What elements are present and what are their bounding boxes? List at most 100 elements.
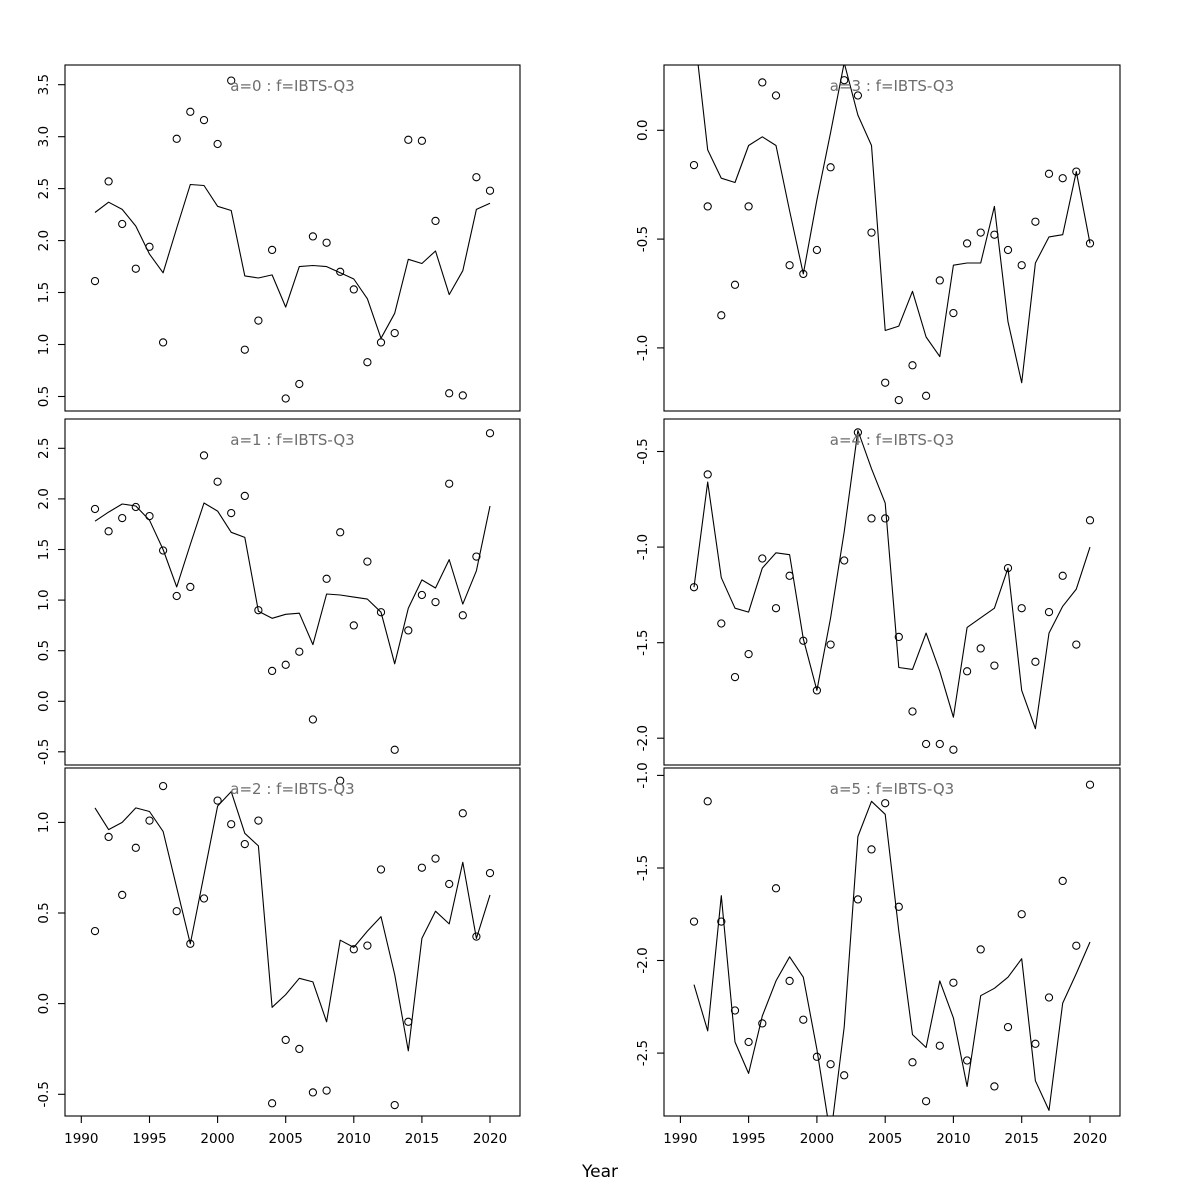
data-point	[254, 316, 263, 325]
panel-a1: -0.5 0.0 0.5 1.0 1.5 2.0 2.5 a=1 : f=IBTS-Q3	[36, 418, 521, 766]
data-point	[227, 76, 236, 85]
y-tick-label: 0.5	[36, 640, 52, 661]
data-point	[785, 571, 794, 580]
data-point	[1017, 604, 1026, 613]
y-tick-label: 2.0	[36, 230, 52, 251]
data-point	[363, 358, 372, 367]
data-point	[145, 242, 154, 251]
panel-border-a5	[663, 767, 1121, 1117]
observations-a2	[90, 776, 495, 1110]
data-point	[1058, 571, 1067, 580]
y-tick-label: -0.5	[635, 226, 651, 252]
data-point	[458, 391, 467, 400]
data-point	[935, 739, 944, 749]
data-point	[417, 136, 427, 145]
y-tick-label: 2.0	[36, 488, 52, 509]
data-point	[186, 939, 195, 948]
panel-title-a4: a=4 : f=IBTS-Q3	[830, 431, 954, 449]
data-point	[213, 139, 222, 149]
x-tick-label: 1995	[731, 1131, 765, 1147]
data-point	[703, 797, 712, 806]
data-point	[990, 1082, 999, 1091]
panel-a2: -0.5 0.0 0.5 1.0 1990 1995 2000 2005 2010 2015 202…	[36, 767, 521, 1147]
panel-border-a4	[663, 418, 1121, 766]
data-point	[717, 917, 726, 926]
data-point	[908, 1058, 917, 1067]
data-point	[840, 1071, 849, 1080]
data-point	[703, 202, 712, 211]
data-point	[689, 160, 699, 170]
x-tick-label: 1990	[663, 1131, 697, 1147]
panel-title-a0: a=0 : f=IBTS-Q3	[230, 77, 354, 95]
data-point	[308, 1088, 318, 1097]
data-point	[240, 345, 249, 354]
data-point	[1044, 993, 1054, 1002]
data-point	[1044, 169, 1054, 178]
data-point	[826, 163, 835, 172]
data-point	[267, 1099, 277, 1108]
data-point	[881, 514, 890, 523]
fitted-line-a3	[697, 65, 1091, 384]
y-tick-label: -1.5	[635, 855, 651, 881]
data-point	[1072, 640, 1081, 649]
y-tick-label: 2.5	[36, 178, 52, 199]
data-point	[131, 264, 140, 273]
data-point	[949, 978, 958, 987]
data-point	[771, 604, 781, 613]
data-point	[390, 1100, 399, 1110]
data-point	[840, 76, 849, 85]
y-tick-label: -1.0	[635, 335, 651, 361]
data-point	[921, 739, 931, 749]
data-point	[472, 173, 481, 182]
y-tick-label: 1.0	[36, 334, 52, 355]
data-point	[703, 470, 712, 479]
data-point	[949, 745, 958, 754]
data-point	[867, 228, 876, 237]
y-tick-label: -2.0	[635, 947, 651, 973]
data-point	[404, 135, 413, 144]
data-point	[1017, 261, 1026, 270]
data-point	[908, 361, 917, 370]
data-point	[254, 606, 263, 615]
data-point	[308, 232, 318, 241]
y-tick-label: 1.5	[36, 282, 52, 303]
data-point	[336, 528, 345, 537]
data-point	[281, 660, 290, 669]
data-point	[431, 854, 440, 863]
data-point	[131, 502, 140, 512]
data-point	[799, 1015, 808, 1024]
data-point	[744, 202, 753, 211]
data-point	[172, 907, 181, 916]
data-point	[172, 591, 181, 601]
data-point	[730, 280, 740, 289]
data-point	[962, 239, 972, 248]
y-tick-label: 0.0	[36, 993, 52, 1014]
panel-a4: -2.0 -1.5 -1.0 -0.5 a=4 : f=IBTS-Q3	[635, 418, 1121, 766]
data-point	[90, 276, 100, 286]
data-point	[118, 890, 127, 900]
x-axis-title: Year	[581, 1162, 618, 1182]
data-point	[118, 513, 127, 523]
data-point	[186, 582, 195, 592]
panel-title-a5: a=5 : f=IBTS-Q3	[830, 780, 954, 798]
fitted-line-a1	[94, 502, 491, 665]
data-point	[349, 945, 358, 954]
data-point	[376, 608, 386, 617]
data-point	[1058, 876, 1067, 886]
data-point	[445, 479, 454, 488]
data-point	[1085, 780, 1095, 789]
y-tick-label: -1.0	[635, 762, 651, 788]
data-point	[458, 611, 467, 620]
data-point	[771, 884, 781, 893]
data-point	[949, 308, 958, 318]
data-point	[799, 636, 808, 645]
x-tick-label: 2000	[200, 1131, 234, 1147]
data-point	[1072, 941, 1081, 950]
y-tick-label: 0.5	[36, 386, 52, 407]
data-point	[935, 276, 944, 285]
data-point	[730, 1006, 740, 1015]
data-point	[689, 583, 699, 592]
data-point	[1003, 1022, 1013, 1032]
data-point	[1085, 516, 1095, 525]
